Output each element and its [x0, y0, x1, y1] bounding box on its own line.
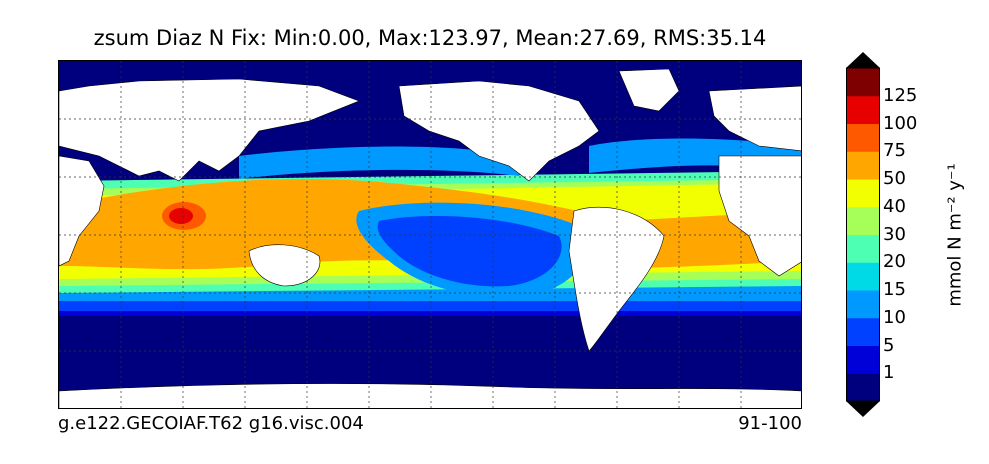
north-pacific-band — [239, 146, 519, 179]
colorbar-segment — [846, 151, 880, 180]
colorbar-segment — [846, 234, 880, 263]
colorbar-tick-label: 75 — [883, 140, 906, 162]
colorbar-tick-label: 1 — [883, 362, 895, 384]
indonesia-max-core — [169, 208, 193, 224]
land-south-america — [568, 206, 665, 352]
colorbar-tick-label: 40 — [883, 195, 906, 217]
global-map — [58, 60, 802, 409]
colorbar-segment — [846, 206, 880, 235]
colorbar-extend-min — [846, 401, 880, 417]
colorbar-tick-label: 20 — [883, 251, 906, 273]
run-name: g.e122.GECOIAF.T62 g16.visc.004 — [58, 413, 364, 434]
colorbar-segment — [846, 179, 880, 208]
land — [59, 68, 801, 408]
colorbar-segment — [846, 373, 880, 402]
year-range: 91-100 — [738, 413, 802, 434]
land-africa — [59, 155, 105, 267]
colorbar — [846, 52, 880, 417]
colorbar-tick-label: 15 — [883, 279, 906, 300]
land-north-america — [398, 80, 600, 182]
colorbar-segment — [846, 317, 880, 346]
colorbar-tick-label: 30 — [883, 223, 906, 245]
colorbar-frame — [846, 67, 880, 402]
land-australia — [248, 244, 321, 287]
colorbar-tick-label: 5 — [883, 334, 895, 356]
land-antarctica — [59, 383, 801, 408]
colorbar-tick-label: 125 — [883, 84, 918, 106]
map-title: zsum Diaz N Fix: Min:0.00, Max:123.97, M… — [93, 26, 767, 50]
colorbar-tick-label: 50 — [883, 168, 906, 189]
land-africa-east — [718, 155, 801, 277]
pacific-low-pool-inner — [377, 216, 562, 287]
colorbar-segment — [846, 345, 880, 374]
colorbar-tick-label: 10 — [883, 306, 906, 328]
colorbar-label: mmol N m⁻² y⁻¹ — [944, 163, 966, 307]
land-eurasia — [59, 78, 360, 182]
land-greenland — [618, 68, 680, 112]
land-europe — [708, 85, 801, 152]
colorbar-segment — [846, 68, 880, 97]
gridlines — [59, 61, 801, 408]
colorbar-segment — [846, 290, 880, 319]
colorbar-segment — [846, 262, 880, 291]
colorbar-tick-label: 100 — [883, 112, 918, 134]
colorbar-segment — [846, 123, 880, 152]
colorbar-extend-max — [846, 52, 880, 68]
colorbar-segment — [846, 95, 880, 124]
